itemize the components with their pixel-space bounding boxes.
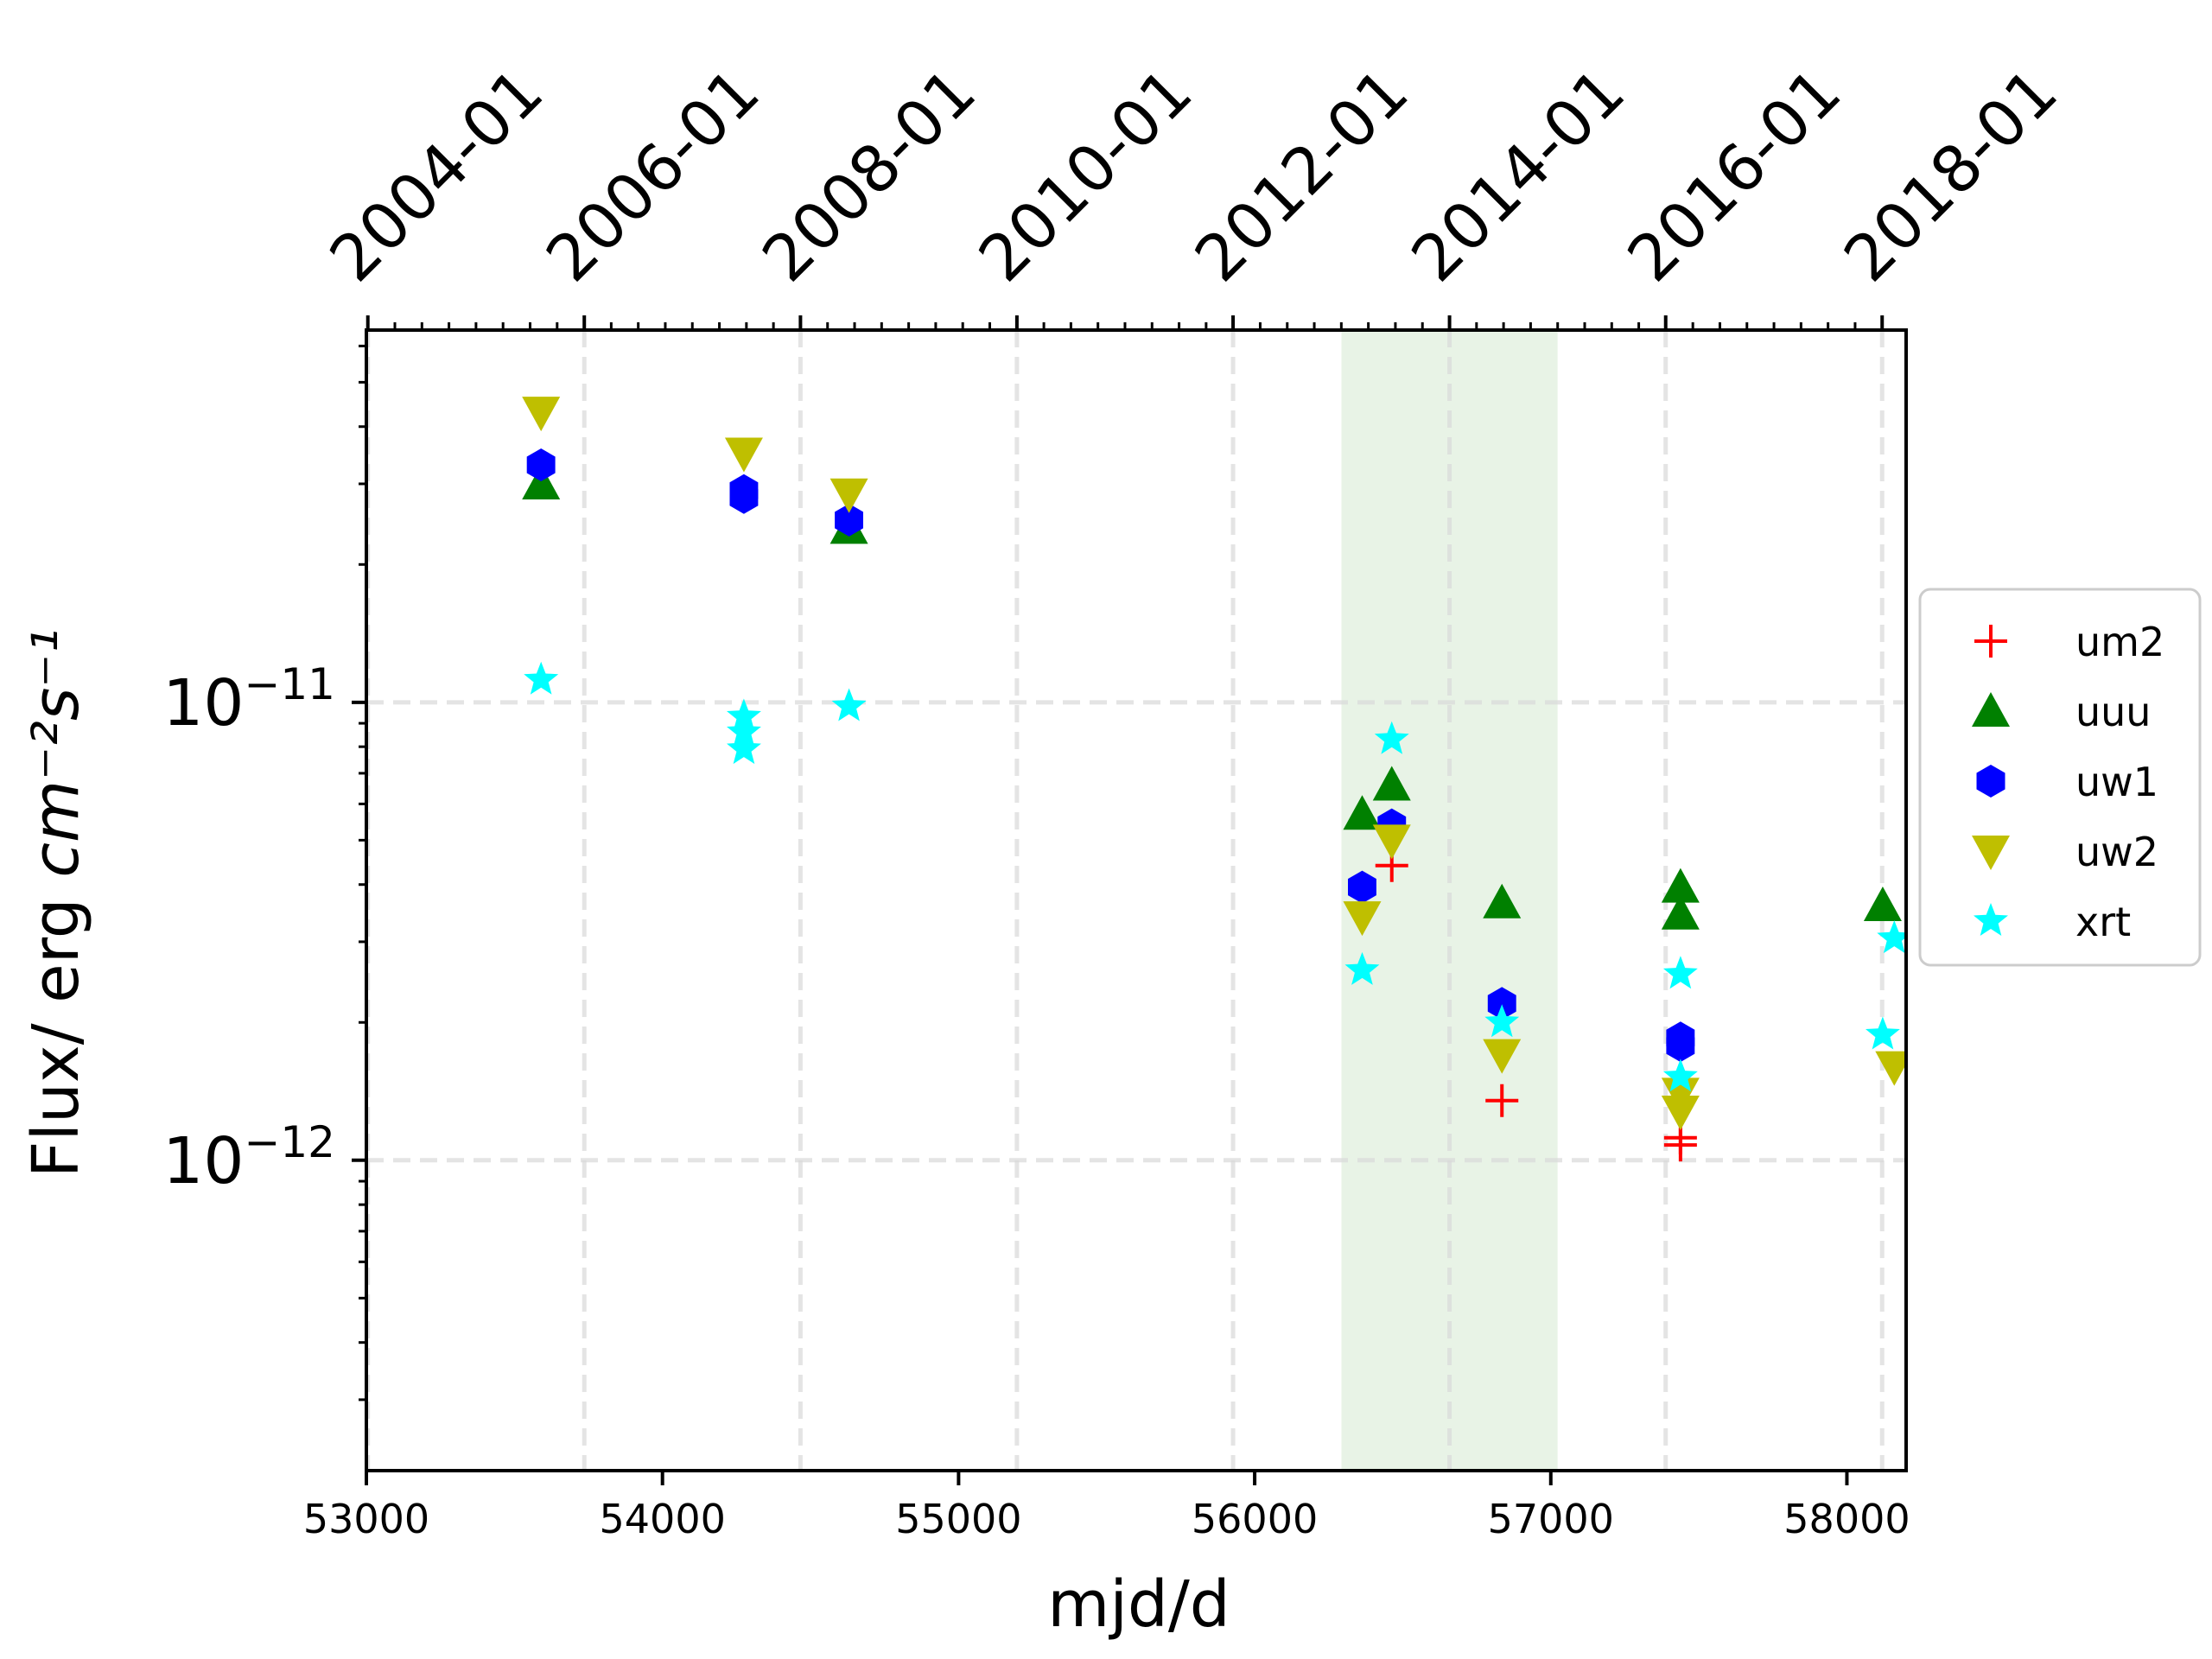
legend-label-uw2: uw2 bbox=[2075, 829, 2158, 875]
series-uuu bbox=[522, 464, 1902, 930]
axes-frame bbox=[365, 328, 1908, 1472]
data-point-xrt bbox=[1662, 1058, 1698, 1092]
data-point-uw2 bbox=[1661, 1077, 1700, 1113]
data-point-uw2 bbox=[522, 397, 561, 432]
data-marks bbox=[522, 397, 1906, 1162]
series-uw1 bbox=[526, 448, 1695, 1063]
series-uw2 bbox=[522, 397, 1906, 1130]
legend-marker-uw1 bbox=[1976, 765, 2005, 798]
x-tick-label: 53000 bbox=[303, 1496, 429, 1542]
data-point-uw1 bbox=[835, 503, 863, 537]
legend-marker-uw2 bbox=[1972, 836, 2010, 870]
data-point-uw2 bbox=[1372, 824, 1411, 860]
legend-box bbox=[1918, 588, 2202, 967]
data-point-uw2 bbox=[724, 437, 763, 473]
legend-label-uw1: uw1 bbox=[2075, 759, 2158, 805]
legend-label-uuu: uuu bbox=[2075, 689, 2151, 735]
data-point-xrt bbox=[1484, 1004, 1520, 1038]
legend: um2 uuu uw1 uw2 xrt bbox=[1918, 588, 2202, 967]
y-tick-label: 10−12 bbox=[162, 1117, 335, 1198]
data-point-uuu bbox=[1661, 868, 1700, 903]
data-point-uuu bbox=[1863, 886, 1902, 921]
y-axis-label-units: cm⁻²s⁻¹ bbox=[19, 628, 93, 878]
x-tick-label: 57000 bbox=[1488, 1496, 1614, 1542]
series-xrt bbox=[524, 661, 1906, 1092]
y-tick-label-base: 10 bbox=[162, 1124, 244, 1198]
x-tick-label: 54000 bbox=[600, 1496, 726, 1542]
data-point-uw1 bbox=[729, 480, 759, 514]
y-tick-label-base: 10 bbox=[162, 666, 244, 741]
data-point-xrt bbox=[1374, 721, 1409, 754]
y-axis-label-text: Flux/ erg bbox=[19, 898, 93, 1178]
data-point-xrt bbox=[1877, 920, 1906, 954]
data-point-xrt bbox=[831, 688, 867, 721]
data-point-uw1 bbox=[1348, 870, 1376, 904]
data-point-uuu bbox=[1483, 883, 1522, 918]
y-axis-label: Flux/ erg cm⁻²s⁻¹ bbox=[19, 628, 93, 1178]
data-point-xrt bbox=[727, 714, 761, 747]
series-um2 bbox=[1375, 849, 1697, 1162]
legend-marker-xrt bbox=[1974, 903, 2008, 936]
data-point-xrt bbox=[1866, 1016, 1900, 1050]
data-point-uw2 bbox=[1875, 1051, 1906, 1086]
data-point-uuu bbox=[522, 464, 561, 499]
data-point-uw1 bbox=[1666, 1029, 1695, 1063]
legend-marker-uuu bbox=[1972, 692, 2010, 727]
x-axis-label: mjd/d bbox=[1047, 1567, 1230, 1642]
x-tick-label: 55000 bbox=[895, 1496, 1021, 1542]
data-point-uw2 bbox=[1661, 1095, 1700, 1130]
data-point-uw1 bbox=[1487, 987, 1516, 1020]
data-point-um2 bbox=[1485, 1084, 1519, 1117]
legend-marker-um2 bbox=[1974, 625, 2007, 658]
legend-label-xrt: xrt bbox=[2075, 899, 2131, 945]
data-point-xrt bbox=[727, 731, 761, 765]
y-tick-label: 10−11 bbox=[162, 659, 335, 741]
y-tick-label-exponent: −12 bbox=[244, 1117, 335, 1167]
data-point-uuu bbox=[1343, 795, 1382, 830]
x-tick-label: 56000 bbox=[1192, 1496, 1318, 1542]
data-point-uw1 bbox=[526, 448, 556, 481]
data-point-xrt bbox=[524, 661, 559, 695]
data-point-uw2 bbox=[1483, 1039, 1522, 1074]
legend-label-um2: um2 bbox=[2075, 619, 2164, 665]
data-point-xrt bbox=[1662, 956, 1698, 989]
x-tick-label: 58000 bbox=[1783, 1496, 1910, 1542]
data-point-uw2 bbox=[830, 478, 868, 513]
data-point-uuu bbox=[1661, 894, 1700, 930]
data-point-um2 bbox=[1663, 1128, 1697, 1162]
data-point-uw2 bbox=[1343, 901, 1382, 937]
data-point-xrt bbox=[1344, 951, 1380, 985]
y-tick-label-exponent: −11 bbox=[244, 659, 335, 709]
data-point-uuu bbox=[1372, 766, 1411, 801]
